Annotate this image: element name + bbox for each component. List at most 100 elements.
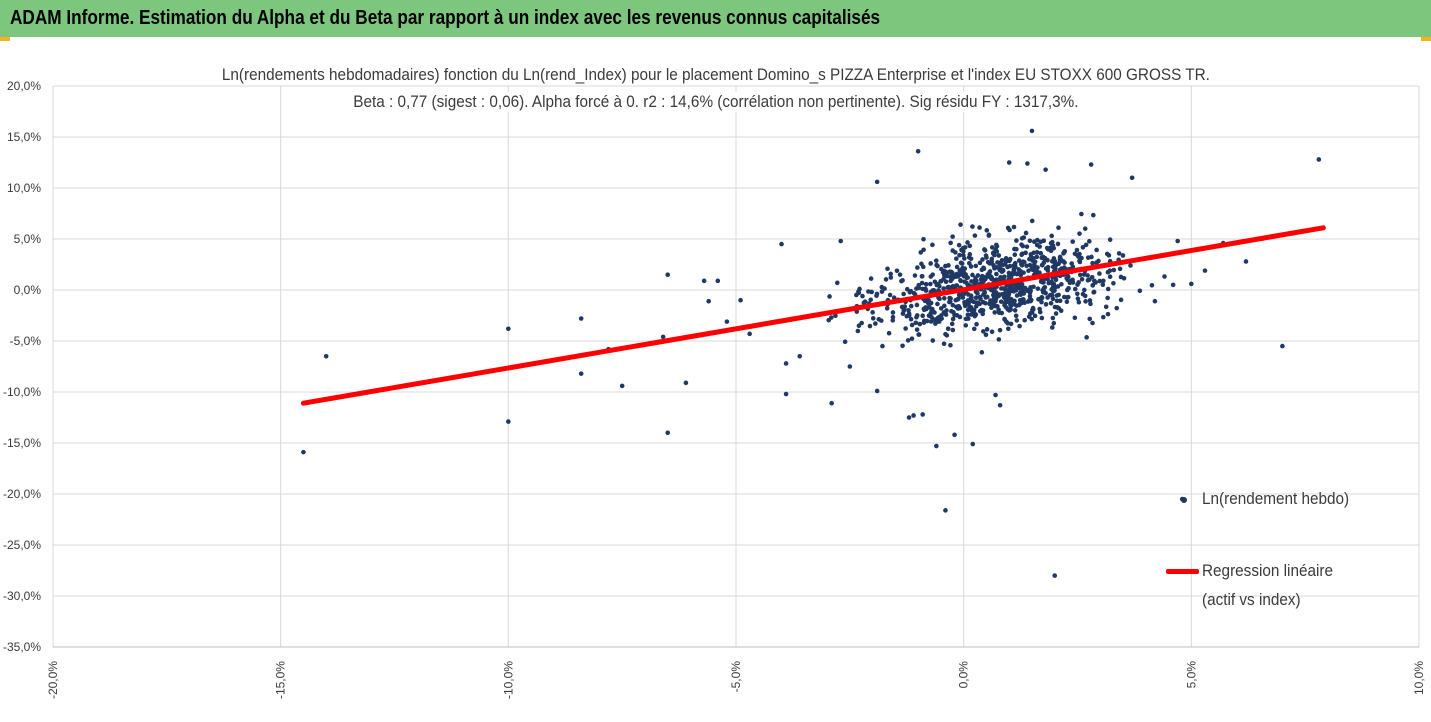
scatter-point bbox=[1087, 239, 1092, 244]
scatter-point bbox=[1085, 255, 1091, 260]
scatter-point bbox=[1019, 252, 1024, 258]
scatter-point bbox=[1003, 258, 1009, 264]
scatter-point bbox=[1085, 277, 1091, 283]
scatter-point bbox=[949, 276, 955, 282]
scatter-point bbox=[1031, 284, 1036, 290]
scatter-point bbox=[1039, 255, 1044, 261]
scatter-point bbox=[913, 320, 919, 326]
scatter-point bbox=[930, 338, 936, 343]
scatter-point bbox=[957, 252, 962, 258]
scatter-point bbox=[933, 258, 939, 263]
y-tick-label: -35,0% bbox=[3, 640, 41, 654]
scatter-point bbox=[1043, 302, 1049, 307]
scatter-point bbox=[955, 306, 961, 311]
scatter-point bbox=[950, 272, 955, 278]
y-tick-label: 0,0% bbox=[14, 283, 42, 297]
scatter-point bbox=[870, 316, 876, 321]
scatter-point bbox=[942, 303, 947, 309]
scatter-point bbox=[994, 271, 999, 277]
scatter-point bbox=[1118, 297, 1124, 303]
scatter-point bbox=[984, 274, 990, 279]
scatter-point bbox=[1018, 269, 1024, 274]
scatter-point bbox=[970, 441, 976, 447]
scatter-point bbox=[1019, 242, 1024, 247]
scatter-point bbox=[1045, 268, 1051, 273]
scatter-point bbox=[981, 292, 986, 297]
scatter-point bbox=[973, 263, 979, 269]
scatter-point bbox=[855, 328, 861, 334]
scatter-point bbox=[873, 321, 878, 326]
scatter-point bbox=[1051, 245, 1057, 251]
scatter-point bbox=[997, 327, 1003, 333]
scatter-point bbox=[1081, 287, 1087, 293]
scatter-point bbox=[1162, 274, 1167, 279]
scatter-point bbox=[1053, 277, 1059, 283]
scatter-point bbox=[915, 148, 921, 154]
scatter-point bbox=[1097, 271, 1102, 276]
scatter-point bbox=[983, 332, 989, 338]
scatter-point bbox=[920, 313, 925, 318]
scatter-point bbox=[984, 228, 990, 233]
scatter-point bbox=[1088, 162, 1094, 167]
scatter-point bbox=[1043, 167, 1048, 172]
scatter-point bbox=[973, 275, 978, 281]
scatter-point bbox=[994, 249, 1000, 254]
scatter-point bbox=[935, 281, 941, 287]
report-title: ADAM Informe. Estimation du Alpha et du … bbox=[10, 7, 881, 29]
scatter-point bbox=[988, 298, 993, 303]
scatter-point bbox=[1005, 299, 1011, 305]
scatter-point bbox=[901, 308, 907, 314]
x-tick-label: 10,0% bbox=[1412, 661, 1426, 695]
scatter-point bbox=[1019, 261, 1024, 267]
y-tick-label: -5,0% bbox=[10, 334, 42, 348]
scatter-point bbox=[900, 343, 905, 349]
scatter-point bbox=[1025, 299, 1031, 304]
scatter-point bbox=[950, 327, 956, 333]
scatter-point bbox=[1111, 280, 1116, 286]
scatter-point bbox=[951, 310, 956, 315]
scatter-point bbox=[992, 277, 998, 283]
scatter-point bbox=[934, 262, 939, 268]
scatter-point bbox=[931, 288, 937, 293]
scatter-point bbox=[1029, 218, 1035, 224]
scatter-point bbox=[1002, 302, 1007, 308]
scatter-point bbox=[1065, 294, 1070, 300]
scatter-point bbox=[906, 308, 911, 313]
scatter-point bbox=[1121, 276, 1127, 281]
scatter-point bbox=[992, 265, 997, 271]
scatter-point bbox=[935, 301, 940, 307]
scatter-point bbox=[1120, 253, 1126, 258]
scatter-point bbox=[952, 432, 957, 438]
scatter-point bbox=[929, 314, 934, 320]
scatter-point bbox=[973, 304, 979, 309]
scatter-point bbox=[1137, 288, 1143, 294]
y-tick-label: 10,0% bbox=[7, 181, 41, 195]
scatter-point bbox=[1050, 325, 1055, 330]
scatter-point bbox=[1039, 295, 1045, 301]
legend-scatter-label: Ln(rendement hebdo) bbox=[1202, 489, 1350, 508]
scatter-point bbox=[916, 332, 921, 337]
scatter-point bbox=[998, 267, 1004, 273]
scatter-point bbox=[933, 321, 938, 326]
scatter-point bbox=[665, 430, 670, 436]
scatter-point bbox=[989, 245, 995, 250]
scatter-point bbox=[1012, 308, 1018, 313]
scatter-point bbox=[1090, 260, 1095, 266]
scatter-point bbox=[962, 301, 968, 307]
scatter-point bbox=[980, 279, 985, 284]
scatter-point bbox=[912, 273, 918, 278]
scatter-point bbox=[879, 284, 885, 290]
scatter-point bbox=[506, 326, 511, 332]
scatter-point bbox=[888, 271, 894, 277]
scatter-point bbox=[1050, 264, 1056, 270]
scatter-point bbox=[959, 261, 965, 266]
scatter-point bbox=[506, 419, 511, 424]
scatter-point bbox=[971, 307, 977, 313]
chart-area: 20,0% 15,0% 10,0% 5,0% 0,0% -5,0% -10,0% -15,0%… bbox=[0, 37, 1431, 722]
scatter-point bbox=[1007, 227, 1012, 233]
scatter-point bbox=[660, 334, 666, 340]
scatter-point bbox=[906, 313, 912, 318]
scatter-point bbox=[890, 318, 896, 323]
scatter-point bbox=[1057, 298, 1063, 304]
scatter-point bbox=[860, 293, 865, 299]
